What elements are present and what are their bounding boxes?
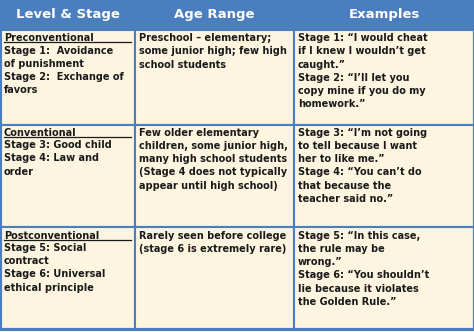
Text: Conventional: Conventional: [4, 128, 76, 138]
FancyBboxPatch shape: [0, 30, 135, 124]
FancyBboxPatch shape: [135, 30, 294, 124]
FancyBboxPatch shape: [294, 0, 474, 30]
FancyBboxPatch shape: [0, 227, 135, 329]
FancyBboxPatch shape: [0, 0, 135, 30]
FancyBboxPatch shape: [294, 30, 474, 124]
Text: Stage 1:  Avoidance
of punishment
Stage 2:  Exchange of
favors: Stage 1: Avoidance of punishment Stage 2…: [4, 45, 124, 95]
Text: Few older elementary
children, some junior high,
many high school students
(Stag: Few older elementary children, some juni…: [139, 128, 288, 191]
Text: Stage 3: “I’m not going
to tell because I want
her to like me.”
Stage 4: “You ca: Stage 3: “I’m not going to tell because …: [298, 128, 427, 204]
Text: Preconventional: Preconventional: [4, 33, 93, 43]
Text: Examples: Examples: [348, 8, 419, 22]
Text: Level & Stage: Level & Stage: [16, 8, 119, 22]
Text: Preschool – elementary;
some junior high; few high
school students: Preschool – elementary; some junior high…: [139, 33, 287, 70]
Text: Stage 5: “In this case,
the rule may be
wrong.”
Stage 6: “You shouldn’t
lie beca: Stage 5: “In this case, the rule may be …: [298, 231, 429, 307]
FancyBboxPatch shape: [0, 124, 135, 227]
FancyBboxPatch shape: [294, 124, 474, 227]
Text: Postconventional: Postconventional: [4, 231, 99, 241]
Text: Stage 5: Social
contract
Stage 6: Universal
ethical principle: Stage 5: Social contract Stage 6: Univer…: [4, 243, 105, 293]
Text: Stage 3: Good child
Stage 4: Law and
order: Stage 3: Good child Stage 4: Law and ord…: [4, 140, 111, 177]
Text: Rarely seen before college
(stage 6 is extremely rare): Rarely seen before college (stage 6 is e…: [139, 231, 286, 254]
FancyBboxPatch shape: [135, 227, 294, 329]
Text: Stage 1: “I would cheat
if I knew I wouldn’t get
caught.”
Stage 2: “I’ll let you: Stage 1: “I would cheat if I knew I woul…: [298, 33, 427, 109]
FancyBboxPatch shape: [135, 0, 294, 30]
FancyBboxPatch shape: [135, 124, 294, 227]
FancyBboxPatch shape: [294, 227, 474, 329]
Text: Age Range: Age Range: [174, 8, 255, 22]
